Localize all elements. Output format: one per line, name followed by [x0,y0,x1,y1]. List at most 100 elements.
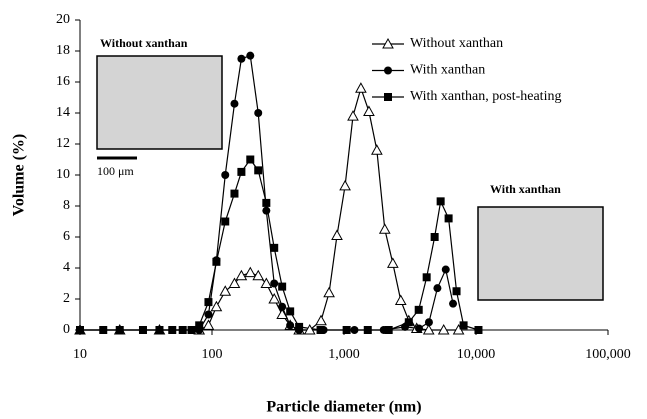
data-point [415,324,424,333]
x-axis-label: Particle diameter (nm) [266,399,421,416]
data-point [437,323,450,335]
x-tick-label: 1,000 [328,347,360,362]
data-point [430,233,439,241]
y-tick-label: 16 [56,74,70,89]
data-point [212,257,221,266]
data-point [235,269,248,281]
data-point [303,323,316,335]
data-point [210,300,223,312]
legend-label: Without xanthan [410,36,503,51]
data-point [355,82,367,93]
legend-marker [384,66,392,75]
y-tick-label: 0 [63,322,70,337]
data-point [221,171,230,179]
y-tick-label: 14 [56,105,70,120]
data-point [286,307,295,316]
y-axis-label: Volume (%) [11,134,28,217]
data-point [316,326,325,334]
legend-marker [382,37,394,49]
data-point [99,326,108,334]
data-point [350,326,359,334]
data-point [452,323,465,335]
series-line [80,158,479,331]
data-point [76,326,84,334]
data-point [384,326,393,334]
data-point [295,322,304,331]
data-point [195,321,204,330]
data-point [237,167,246,176]
data-point [254,166,263,175]
y-tick-label: 2 [63,291,70,306]
data-point [331,229,343,240]
data-point [219,285,232,296]
y-tick-label: 4 [63,260,70,275]
data-point [315,314,327,326]
data-point [394,294,407,306]
data-point [363,105,375,116]
data-point [422,273,431,282]
y-tick-label: 10 [56,167,70,182]
data-point [260,277,273,288]
data-point [404,318,413,327]
legend-label: With xanthan [410,63,485,78]
data-point [378,223,391,234]
data-point [115,326,124,334]
data-point [433,284,442,293]
inset-label: Without xanthan [100,36,188,50]
data-point [202,319,215,330]
data-point [444,214,453,223]
y-tick-label: 6 [63,229,70,244]
legend-label: With xanthan, post-heating [410,89,561,104]
data-point [187,326,196,334]
data-point [452,287,461,296]
data-point [244,266,257,278]
data-point [270,243,279,252]
data-point [155,326,164,334]
inset-image [477,206,604,301]
x-tick-label: 100,000 [585,347,631,362]
data-point [204,310,213,319]
data-point [276,308,289,319]
data-point [178,326,187,334]
data-point [278,282,287,291]
y-tick-label: 20 [56,12,70,27]
data-point [371,144,383,155]
scale-label: 100 μm [97,164,134,178]
data-point [270,279,279,288]
data-point [347,110,359,121]
data-point [230,189,239,198]
data-point [363,326,372,334]
data-point [342,326,351,334]
data-point [436,197,445,206]
data-point [268,292,281,304]
data-point [138,326,147,334]
data-point [246,51,255,60]
data-point [424,318,433,327]
x-tick-label: 10 [73,347,87,362]
inset-image [96,55,223,150]
data-point [386,257,399,268]
data-point [286,321,295,330]
legend-marker [384,93,392,101]
data-point [441,265,450,274]
data-point [221,217,230,226]
data-point [204,298,213,307]
data-point [474,326,483,334]
data-point [414,305,423,314]
data-point [254,109,263,117]
y-tick-label: 12 [56,136,70,151]
data-point [237,54,246,63]
data-point [323,286,335,298]
data-point [339,179,351,191]
data-point [230,99,239,108]
data-point [278,302,287,311]
x-tick-label: 100 [202,347,223,362]
y-tick-label: 18 [56,43,70,58]
data-point [228,277,241,288]
data-point [246,155,255,164]
data-point [422,323,435,335]
data-point [459,321,468,330]
data-point [168,326,177,334]
data-point [262,206,271,215]
